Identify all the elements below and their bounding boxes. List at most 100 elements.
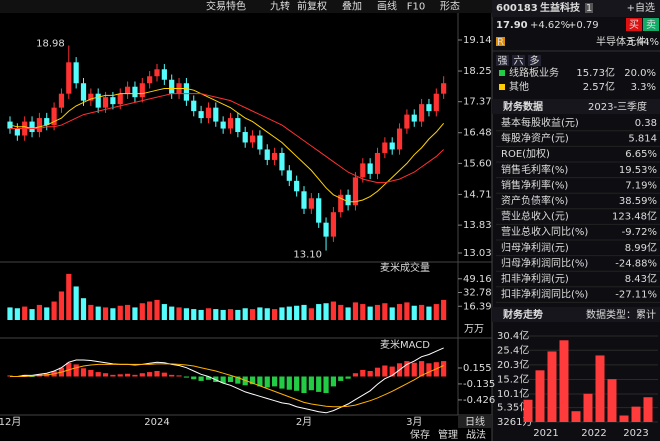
business-share: 3.3% xyxy=(631,82,656,93)
candle-body xyxy=(396,128,403,150)
macd-bar xyxy=(205,376,212,380)
macd-bar xyxy=(183,376,189,378)
y-tick-label: 13.03 xyxy=(463,248,492,259)
y-tick-label: 32.78 xyxy=(463,288,492,299)
candle-body xyxy=(433,93,439,112)
volume-bar xyxy=(249,309,256,320)
volume-bar xyxy=(191,309,197,320)
macd-bar xyxy=(29,376,35,378)
y-tick-label: 17.37 xyxy=(463,97,492,108)
footer-button[interactable]: 战法 xyxy=(466,428,486,441)
period-button[interactable] xyxy=(458,415,492,428)
footer-button[interactable]: 管理 xyxy=(438,428,458,441)
footer-button[interactable]: 保存 xyxy=(410,428,430,441)
candle-body xyxy=(110,97,116,105)
candle-body xyxy=(73,62,79,84)
volume-bar xyxy=(396,304,403,320)
finance-period[interactable]: 2023-三季度 xyxy=(588,100,647,113)
macd-bar xyxy=(352,373,359,377)
macd-bar xyxy=(117,374,123,377)
sell[interactable]: 卖 xyxy=(646,19,656,31)
finance-bar xyxy=(631,406,641,422)
period-label[interactable]: 日线 xyxy=(465,415,485,428)
toolbar-item[interactable]: 前复权 xyxy=(297,0,327,13)
candle-body xyxy=(95,93,101,108)
volume-bar xyxy=(433,304,439,320)
legend-swatch xyxy=(499,70,505,76)
candle-body xyxy=(125,86,131,94)
candle-body xyxy=(242,132,248,143)
macd-bar xyxy=(294,376,300,391)
macd-bar xyxy=(88,369,94,377)
macd-bar xyxy=(176,375,182,377)
row-label: 每股净资产(元) xyxy=(501,132,569,145)
y-tick-label: 0.155 xyxy=(463,363,492,374)
volume-bar xyxy=(147,301,153,320)
candle-body xyxy=(154,69,160,77)
volume-bar xyxy=(198,309,204,320)
candle-body xyxy=(191,100,197,112)
tab-bg[interactable] xyxy=(496,55,509,66)
toolbar-item[interactable]: F10 xyxy=(407,2,425,13)
candle-body xyxy=(360,163,366,178)
buy[interactable]: 买 xyxy=(629,19,639,31)
tab[interactable]: 多 xyxy=(530,54,540,67)
volume-bar xyxy=(66,273,72,320)
volume-bar xyxy=(264,308,270,320)
volume-bar xyxy=(389,307,395,320)
add-watch[interactable]: +自选 xyxy=(627,1,655,14)
toolbar-item[interactable]: 画线 xyxy=(377,0,397,13)
volume-bar xyxy=(58,291,65,320)
macd-bar xyxy=(227,376,234,382)
toolbar-item[interactable]: 叠加 xyxy=(342,1,362,13)
toolbar-item[interactable]: 交易特色 xyxy=(206,0,246,13)
row-label: 销售净利率(%) xyxy=(501,178,568,191)
macd-bar xyxy=(161,372,167,377)
tab-bg[interactable] xyxy=(528,55,541,66)
macd-bar xyxy=(154,371,160,377)
macd-bar xyxy=(125,373,131,377)
macd-bar xyxy=(110,374,116,377)
candle-body xyxy=(411,114,417,122)
volume-bar xyxy=(117,305,123,320)
candle-body xyxy=(80,83,87,101)
macd-bar xyxy=(220,376,226,384)
volume-bar xyxy=(161,304,167,320)
volume-bar xyxy=(330,301,336,320)
volume-bar xyxy=(374,304,381,320)
tab[interactable]: 六 xyxy=(514,55,524,67)
candle-body xyxy=(147,76,153,84)
toolbar-item[interactable]: 形态 xyxy=(440,0,460,13)
volume-bar xyxy=(29,309,35,320)
volume-bar xyxy=(139,303,145,320)
macd-bar xyxy=(213,376,219,382)
buy-button[interactable] xyxy=(626,18,642,31)
macd-bar xyxy=(102,373,109,377)
macd-bar xyxy=(80,368,87,377)
candle-body xyxy=(294,180,300,192)
volume-bar xyxy=(352,302,359,320)
volume-bar xyxy=(132,307,138,320)
sell-button[interactable] xyxy=(643,18,659,31)
volume-bar xyxy=(367,306,373,320)
row-value: 0.38 xyxy=(635,118,657,129)
volume-bar xyxy=(294,305,300,320)
candle-body xyxy=(161,69,167,80)
y-tick-label: 5.35亿 xyxy=(497,401,529,414)
volume-bar xyxy=(22,306,28,320)
volume-bar xyxy=(404,302,410,320)
toolbar-item[interactable]: 九转 xyxy=(270,0,290,13)
row-value: -27.11% xyxy=(615,290,657,301)
tab[interactable]: 强 xyxy=(498,55,508,67)
candle-body xyxy=(286,170,292,181)
row-label: ROE(加权) xyxy=(501,147,550,160)
x-tick-label: 3月 xyxy=(406,416,422,428)
tab-bg[interactable] xyxy=(512,55,525,66)
trend-type[interactable]: 数据类型：累计 xyxy=(586,308,656,321)
price: 17.90 xyxy=(496,20,528,31)
macd-bar xyxy=(7,375,13,377)
candle-body xyxy=(301,191,307,209)
legend-swatch xyxy=(499,84,505,90)
